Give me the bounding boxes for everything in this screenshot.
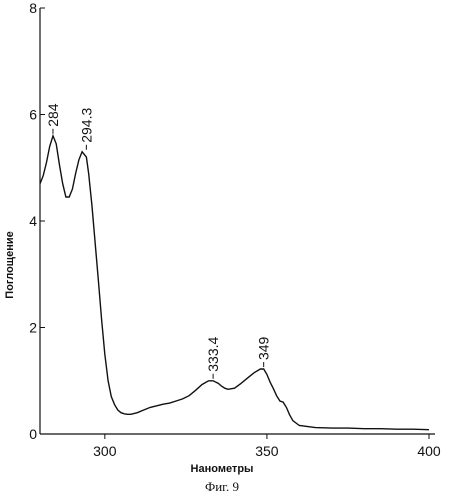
peak-label: 333.4 [205,337,221,372]
y-tick-label: 6 [29,107,37,123]
x-tick-label: 350 [255,443,279,459]
y-tick-label: 2 [29,320,37,336]
y-tick-label: 4 [29,213,37,229]
x-tick-label: 400 [417,443,441,459]
peak-label: 349 [256,336,272,360]
y-axis-title: Поглощение [4,231,16,298]
y-tick-label: 0 [29,426,37,442]
peak-label: 284 [45,103,61,127]
x-axis-title: Нанометры [191,463,254,475]
y-tick-label: 8 [29,0,37,16]
x-tick-label: 300 [93,443,117,459]
figure-caption: Фиг. 9 [205,479,239,494]
peak-label: 294.3 [78,108,94,143]
